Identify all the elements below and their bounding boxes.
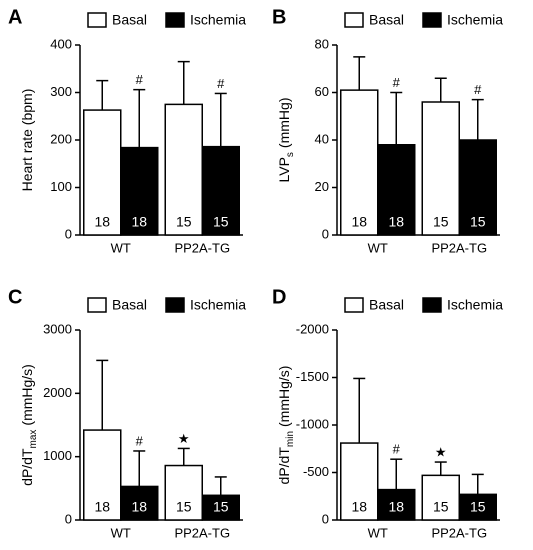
y-label-main: Heart rate (bpm): [19, 89, 35, 192]
legend-swatch: [87, 297, 107, 313]
y-tick-label: 200: [50, 131, 72, 146]
legend-label: Basal: [369, 297, 404, 313]
y-tick-label: 80: [315, 36, 329, 51]
y-label-main: dP/dT: [19, 448, 35, 486]
y-axis-label: dP/dTmin (mmHg/s): [276, 366, 296, 485]
annotation: ★: [435, 444, 447, 459]
y-tick-label: 300: [50, 84, 72, 99]
legend-swatch: [344, 12, 364, 28]
x-tick-label: PP2A-TG: [174, 240, 230, 255]
bar: [458, 493, 497, 521]
legend-swatch: [422, 297, 442, 313]
y-label-main: LVP: [276, 157, 292, 182]
y-label-sub: s: [285, 152, 296, 157]
y-tick-label: 40: [315, 131, 329, 146]
n-label: 15: [213, 214, 229, 230]
n-label: 18: [94, 499, 110, 515]
bar: [120, 485, 159, 521]
y-tick-label: -500: [303, 464, 329, 479]
y-label-sub: max: [28, 430, 39, 449]
y-tick-label: 1000: [43, 448, 72, 463]
y-tick-label: -1500: [296, 369, 329, 384]
x-tick-label: PP2A-TG: [174, 525, 230, 540]
y-tick-label: 0: [65, 226, 72, 241]
n-label: 18: [131, 214, 147, 230]
annotation: #: [474, 82, 482, 97]
n-label: 15: [470, 499, 486, 515]
n-label: 18: [351, 214, 367, 230]
annotation: #: [393, 75, 401, 90]
annotation: #: [393, 442, 401, 457]
n-label: 18: [351, 499, 367, 515]
bar: [377, 144, 416, 236]
x-tick-label: WT: [111, 240, 131, 255]
legend-label: Ischemia: [190, 12, 246, 28]
y-label-unit: (mmHg/s): [19, 364, 35, 425]
legend-label: Basal: [369, 12, 404, 28]
y-tick-label: 100: [50, 179, 72, 194]
y-tick-label: 0: [322, 511, 329, 526]
legend-label: Ischemia: [447, 297, 503, 313]
legend-label: Ischemia: [190, 297, 246, 313]
n-label: 18: [388, 499, 404, 515]
annotation: ★: [178, 431, 190, 446]
y-tick-label: -1000: [296, 416, 329, 431]
bar: [201, 494, 240, 521]
y-axis-label: Heart rate (bpm): [19, 89, 35, 192]
legend-label: Basal: [112, 297, 147, 313]
x-tick-label: WT: [368, 240, 388, 255]
n-label: 18: [94, 214, 110, 230]
y-label-unit: (mmHg): [276, 98, 292, 149]
y-axis-label: dP/dTmax (mmHg/s): [19, 364, 39, 486]
x-tick-label: PP2A-TG: [431, 525, 487, 540]
n-label: 15: [433, 499, 449, 515]
legend-swatch: [87, 12, 107, 28]
y-label-sub: min: [285, 431, 296, 447]
legend-swatch: [422, 12, 442, 28]
legend-label: Ischemia: [447, 12, 503, 28]
n-label: 15: [176, 499, 192, 515]
legend-swatch: [165, 12, 185, 28]
bar: [120, 146, 159, 236]
panel-label: D: [272, 286, 286, 308]
legend-swatch: [344, 297, 364, 313]
y-tick-label: 60: [315, 84, 329, 99]
legend-label: Basal: [112, 12, 147, 28]
y-tick-label: -2000: [296, 321, 329, 336]
annotation: #: [136, 433, 144, 448]
bar: [377, 488, 416, 521]
y-label-unit: (mmHg/s): [276, 366, 292, 427]
y-tick-label: 20: [315, 179, 329, 194]
bar: [164, 464, 203, 521]
x-tick-label: WT: [368, 525, 388, 540]
y-axis-label: LVPs (mmHg): [276, 98, 296, 183]
panel-label: C: [8, 286, 22, 308]
panel-label: B: [272, 6, 286, 28]
bar: [340, 442, 379, 521]
y-tick-label: 2000: [43, 385, 72, 400]
n-label: 15: [433, 214, 449, 230]
x-tick-label: PP2A-TG: [431, 240, 487, 255]
n-label: 18: [131, 499, 147, 515]
annotation: #: [136, 72, 144, 87]
legend-swatch: [165, 297, 185, 313]
x-tick-label: WT: [111, 525, 131, 540]
bar: [83, 429, 122, 521]
y-tick-label: 0: [322, 226, 329, 241]
bar: [458, 139, 497, 236]
y-tick-label: 3000: [43, 321, 72, 336]
annotation: #: [217, 76, 225, 91]
n-label: 15: [176, 214, 192, 230]
n-label: 15: [213, 499, 229, 515]
bar: [201, 145, 240, 236]
bar: [164, 103, 203, 236]
panel-label: A: [8, 6, 22, 28]
y-tick-label: 0: [65, 511, 72, 526]
y-label-main: dP/dT: [276, 447, 292, 485]
n-label: 18: [388, 214, 404, 230]
n-label: 15: [470, 214, 486, 230]
y-tick-label: 400: [50, 36, 72, 51]
